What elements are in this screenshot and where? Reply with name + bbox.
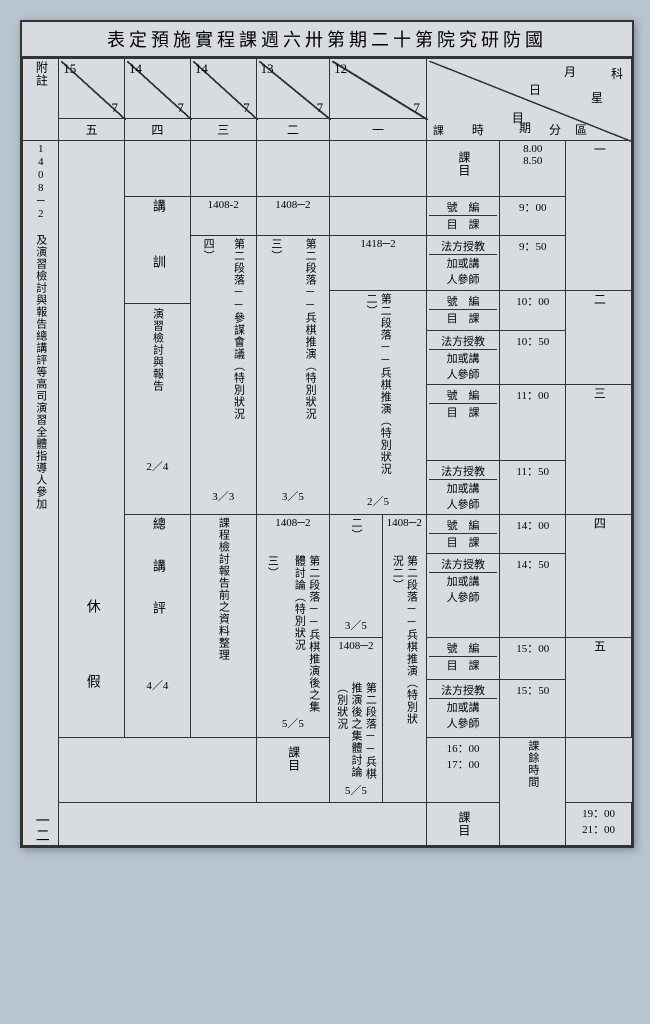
label-r12: 課目 <box>256 738 329 803</box>
time-r7: 11：50 <box>500 460 566 514</box>
cell-12-body3: 第二段落──兵棋推演後之集體討論（別狀況 5／5 <box>330 680 383 803</box>
schedule-page: 表定預施實程課週六卅第期二十第院究研防國 附註 157 147 147 137 … <box>20 20 634 848</box>
date-cell-13: 137 <box>256 59 329 119</box>
time-r6: 11：00 <box>500 384 566 460</box>
time-r1: 8.00 8.50 <box>500 141 566 197</box>
code-12-1: 1418─2 <box>330 236 427 291</box>
time-r2: 9：00 <box>500 197 566 236</box>
cell-12-r2 <box>330 197 427 236</box>
label-r3: 法方授教 加或講 人參師 <box>426 236 499 291</box>
notes-body: 1408─2 及演習檢討與報告總講評等高司演習全體指導人參加 一二 <box>23 141 59 846</box>
period-2: 二 <box>566 291 632 384</box>
code-14b-1: 1408-2 <box>190 197 256 236</box>
cell-r13 <box>59 803 427 846</box>
cell-13-body2: 三） 第二段落──兵棋推演後之集體討論（特別狀況 5／5 <box>256 553 329 737</box>
period-3: 三 <box>566 384 632 514</box>
code-12-2: 1408─2 <box>382 514 426 553</box>
label-r1: 課目 <box>426 141 499 197</box>
cell-14-total: 總 講 評 4／4 <box>125 514 191 737</box>
cell-12-body2a: 二） 3／5 <box>330 514 383 637</box>
time-r10: 15：00 <box>500 638 566 680</box>
header-corner: 月 日 科 星 目 時 課 期 分 區 <box>426 59 631 141</box>
weekday-5: 五 <box>59 119 125 141</box>
period-1: 一 <box>566 141 632 291</box>
page-title: 表定預施實程課週六卅第期二十第院究研防國 <box>22 22 632 58</box>
period-4: 四 <box>566 514 632 637</box>
notes-header: 附註 <box>23 59 59 141</box>
weekday-3: 三 <box>190 119 256 141</box>
code-12-3: 1408─2 <box>330 638 383 680</box>
date-cell-14a: 147 <box>125 59 191 119</box>
date-cell-12: 127 <box>330 59 427 119</box>
label-r13: 課目 <box>426 803 499 846</box>
cell-14-lecture: 講 訓 演習檢討與報告 2／4 <box>125 197 191 515</box>
cell-13-body1: 三） 第二段落──兵棋推演（特別狀況 3／5 <box>256 236 329 515</box>
label-r10: 號 編 目 課 <box>426 638 499 680</box>
time-r11: 15：50 <box>500 680 566 738</box>
code-13-1: 1408─2 <box>256 197 329 236</box>
weekday-2: 二 <box>256 119 329 141</box>
date-cell-14b: 147 <box>190 59 256 119</box>
time-r8: 14：00 <box>500 514 566 553</box>
label-r8: 號 編 目 課 <box>426 514 499 553</box>
cell-12-body1: 第二段落──兵棋推演（特別狀況二） 2／5 <box>330 291 427 514</box>
cell-14b-body2: 課程檢討報告前之資料整理 <box>190 514 256 737</box>
date-cell-15: 157 <box>59 59 125 119</box>
cell-12-body2b: 第二段落──兵棋推演（特別狀況二） <box>382 553 426 802</box>
cell-12-r1 <box>330 141 427 197</box>
label-r9: 法方授教 加或講 人參師 <box>426 553 499 637</box>
weekday-4: 四 <box>125 119 191 141</box>
time-r5: 10：50 <box>500 330 566 384</box>
cell-14-r1 <box>125 141 191 197</box>
code-13-2: 1408─2 <box>256 514 329 553</box>
label-r4: 號 編 目 課 <box>426 291 499 330</box>
cell-r12 <box>59 738 256 803</box>
cell-14b-body1: 四） 第二段落──參謀會議（特別狀況 3／3 <box>190 236 256 515</box>
time-r13: 19：00 21：00 <box>566 803 632 846</box>
weekday-1: 一 <box>330 119 427 141</box>
label-r6: 號 編 目 課 <box>426 384 499 460</box>
time-r3: 9：50 <box>500 236 566 291</box>
cell-13-r1 <box>256 141 329 197</box>
schedule-table: 附註 157 147 147 137 127 月 日 科 星 目 時 課 期 分… <box>22 58 632 846</box>
holiday-cell: 休 假 <box>59 141 125 738</box>
label-r5: 法方授教 加或講 人參師 <box>426 330 499 384</box>
label-r2: 號 編 目 課 <box>426 197 499 236</box>
time-r4: 10：00 <box>500 291 566 330</box>
time-r12: 16：00 17：00 <box>426 738 499 803</box>
extra-period: 課餘時間 <box>500 738 566 846</box>
time-r9: 14：50 <box>500 553 566 637</box>
label-r11: 法方授教 加或講 人參師 <box>426 680 499 738</box>
label-r7: 法方授教 加或講 人參師 <box>426 460 499 514</box>
period-5: 五 <box>566 638 632 738</box>
cell-14b-r1 <box>190 141 256 197</box>
